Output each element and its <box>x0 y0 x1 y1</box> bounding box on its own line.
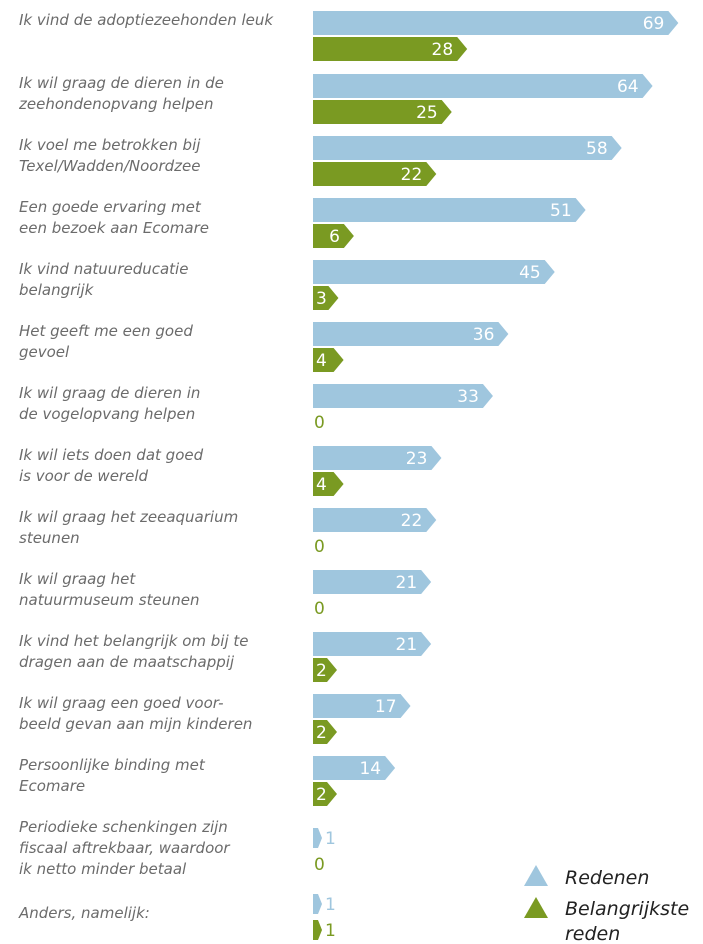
legend: Redenen Belangrijkste reden <box>524 865 689 944</box>
category-label: dragen aan de maatschappij <box>19 653 235 671</box>
data-label: 2 <box>316 661 327 681</box>
bar-belangrijkste <box>313 720 337 744</box>
category-label: Ik wil iets doen dat goed <box>19 446 204 464</box>
bar-redenen <box>313 894 322 914</box>
bar-redenen <box>313 828 322 848</box>
data-label: 23 <box>406 449 428 469</box>
category-label: Ecomare <box>19 777 85 795</box>
data-label: 28 <box>432 40 454 60</box>
category-label: Ik vind de adoptiezeehonden leuk <box>19 11 274 29</box>
category-label: gevoel <box>19 343 70 361</box>
bar-redenen <box>313 74 653 98</box>
bar-belangrijkste <box>313 658 337 682</box>
category-label: Een goede ervaring met <box>19 198 202 216</box>
bar-belangrijkste <box>313 224 354 248</box>
bar-redenen <box>313 11 679 35</box>
category-label: zeehondenopvang helpen <box>18 95 214 113</box>
bar-belangrijkste <box>313 100 452 124</box>
legend-label-belangrijkste: Belangrijkste <box>565 898 689 920</box>
bar-redenen <box>313 136 622 160</box>
data-label: 1 <box>325 921 336 941</box>
category-label: Ik vind het belangrijk om bij te <box>19 632 249 650</box>
category-label: Texel/Wadden/Noordzee <box>19 157 201 175</box>
data-label: 58 <box>586 139 608 159</box>
data-label: 45 <box>519 263 541 283</box>
category-label: Ik vind natuureducatie <box>19 260 188 278</box>
category-label: fiscaal aftrekbaar, waardoor <box>19 839 230 857</box>
data-label: 0 <box>314 537 325 557</box>
bar-belangrijkste <box>313 782 337 806</box>
data-label: 69 <box>643 14 665 34</box>
legend-label-redenen: Redenen <box>565 867 649 889</box>
category-label: een bezoek aan Ecomare <box>19 219 209 237</box>
data-label: 33 <box>457 387 479 407</box>
category-label: beeld gevan aan mijn kinderen <box>19 715 252 733</box>
bar-belangrijkste <box>313 37 468 61</box>
category-label: Periodieke schenkingen zijn <box>19 818 228 836</box>
bar-belangrijkste <box>313 162 437 186</box>
legend-marker-redenen <box>524 865 548 886</box>
data-label: 4 <box>316 351 327 371</box>
category-label: steunen <box>19 529 80 547</box>
data-label: 25 <box>416 103 438 123</box>
data-label: 36 <box>473 325 495 345</box>
legend-label-belangrijkste-line2: reden <box>565 923 620 944</box>
bar-redenen <box>313 632 432 656</box>
data-label: 14 <box>359 759 381 779</box>
data-label: 51 <box>550 201 572 221</box>
category-label: Persoonlijke binding met <box>19 756 206 774</box>
bar-redenen <box>313 260 555 284</box>
data-label: 22 <box>401 511 423 531</box>
bar-redenen <box>313 508 437 532</box>
data-label: 0 <box>314 413 325 433</box>
category-label: Het geeft me een goed <box>19 322 193 340</box>
category-label: Ik wil graag een goed voor- <box>19 694 224 712</box>
bar-redenen <box>313 446 442 470</box>
bar-belangrijkste <box>313 286 339 310</box>
category-label: natuurmuseum steunen <box>19 591 199 609</box>
data-label: 1 <box>325 895 336 915</box>
data-label: 6 <box>329 227 340 247</box>
data-label: 17 <box>375 697 397 717</box>
data-label: 2 <box>316 785 327 805</box>
data-label: 0 <box>314 855 325 875</box>
data-label: 0 <box>314 599 325 619</box>
data-label: 21 <box>396 635 418 655</box>
category-label: is voor de wereld <box>19 467 148 485</box>
bar-belangrijkste <box>313 348 344 372</box>
bar-redenen <box>313 570 432 594</box>
category-label: ik netto minder betaal <box>19 860 187 878</box>
data-label: 1 <box>325 829 336 849</box>
category-label: Ik wil graag het <box>19 570 136 588</box>
category-label: Ik wil graag de dieren in <box>19 384 200 402</box>
category-labels: Ik vind de adoptiezeehonden leuk Ik wil g… <box>18 11 274 922</box>
bar-redenen <box>313 384 493 408</box>
data-label: 3 <box>316 289 327 309</box>
data-label: 2 <box>316 723 327 743</box>
bar-redenen <box>313 756 396 780</box>
category-label: Ik wil graag het zeeaquarium <box>19 508 238 526</box>
category-label: Ik wil graag de dieren in de <box>19 74 224 92</box>
bars: 6928642558225164533643302342202102121721… <box>313 11 679 941</box>
category-label: de vogelopvang helpen <box>19 405 195 423</box>
category-label: belangrijk <box>19 281 95 299</box>
bar-redenen <box>313 198 586 222</box>
data-label: 21 <box>396 573 418 593</box>
bar-redenen <box>313 694 411 718</box>
data-label: 64 <box>617 77 639 97</box>
bar-belangrijkste <box>313 472 344 496</box>
bar-belangrijkste <box>313 920 322 940</box>
data-label: 4 <box>316 475 327 495</box>
category-label: Ik voel me betrokken bij <box>19 136 201 154</box>
data-label: 22 <box>401 165 423 185</box>
category-label: Anders, namelijk: <box>18 904 150 922</box>
legend-marker-belangrijkste <box>524 897 548 918</box>
bar-redenen <box>313 322 509 346</box>
